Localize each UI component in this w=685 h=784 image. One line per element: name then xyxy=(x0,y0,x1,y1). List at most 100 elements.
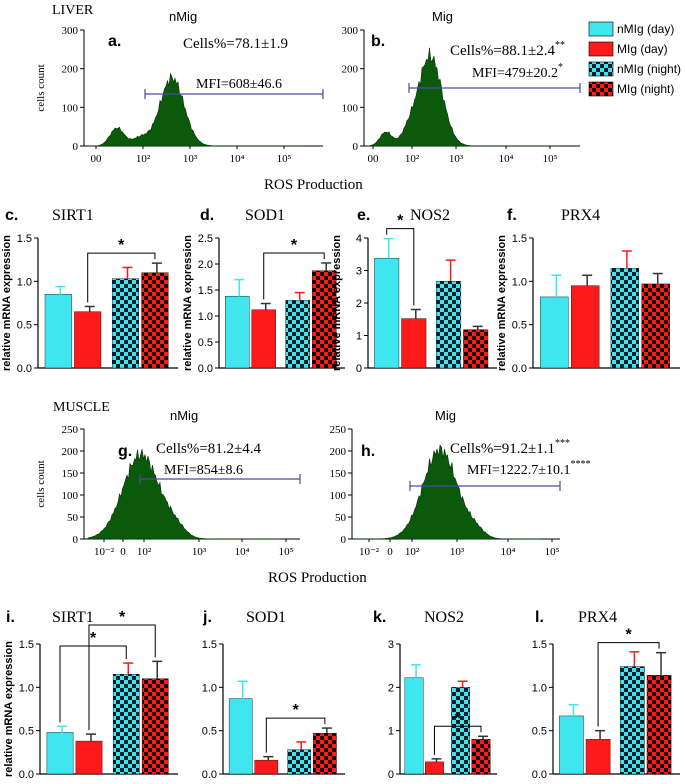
panel-label-j: j. xyxy=(202,609,212,626)
bar-j-2 xyxy=(287,749,312,775)
ylabel-e: relative mRNA expression xyxy=(331,235,343,371)
bar-f-3 xyxy=(641,283,670,369)
sig-label-k-0: * xyxy=(455,710,462,727)
ytick-label-b-1: 100 xyxy=(342,102,359,114)
ytick-label-c-3: 1.5 xyxy=(17,233,32,245)
ytick-label-e-1: 1 xyxy=(356,331,362,343)
legend-label-0: nMIg (day) xyxy=(617,22,674,36)
legend-swatch-3 xyxy=(588,81,614,97)
xtick-label-h-3: 10³ xyxy=(450,546,465,558)
xtick-label-g-4: 10⁴ xyxy=(235,546,250,558)
ylabel-a: cells count xyxy=(35,64,47,111)
ytick-label-k-2: 2 xyxy=(388,682,394,694)
ytick-label-b-2: 200 xyxy=(342,64,359,76)
xtick-label-a-4: 10⁵ xyxy=(277,153,292,165)
ytick-label-h-1: 50 xyxy=(335,512,347,524)
ytick-label-f-2: 1.0 xyxy=(512,276,527,288)
ytick-label-j-1: 0.5 xyxy=(202,726,217,738)
cells-percent-a: Cells%=78.1±1.9 xyxy=(183,36,288,52)
xtick-label-b-4: 10⁵ xyxy=(543,153,558,165)
ytick-label-k-0: 0 xyxy=(388,769,394,781)
ytick-label-c-1: 0.5 xyxy=(17,320,32,332)
sig-label-d-0: * xyxy=(291,237,298,254)
panel-label-k: k. xyxy=(373,609,386,626)
panel-label-g: g. xyxy=(118,443,132,460)
bar-f-0 xyxy=(540,296,569,369)
sig-bracket-k-0 xyxy=(433,725,482,755)
xtick-label-a-3: 10⁴ xyxy=(230,153,245,165)
panel-title-d: SOD1 xyxy=(245,207,285,224)
sig-bracket-c-0 xyxy=(87,252,156,303)
mfi-value-b: MFI=479±20.2* xyxy=(472,62,563,81)
panel-label-b: b. xyxy=(371,33,385,50)
bar-l-3 xyxy=(646,675,672,775)
ytick-label-d-0: 0.0 xyxy=(198,363,213,375)
ytick-label-e-2: 2 xyxy=(356,298,362,310)
bar-k-2 xyxy=(451,687,471,775)
panel-title-c: SIRT1 xyxy=(52,207,94,224)
panel-label-c: c. xyxy=(5,207,18,224)
bar-f-1 xyxy=(571,285,600,369)
ytick-label-k-3: 3 xyxy=(388,639,394,651)
bar-k-3 xyxy=(471,739,491,775)
mfi-value-h: MFI=1222.7±10.1**** xyxy=(467,459,590,478)
bar-k-0 xyxy=(404,677,424,775)
ylabel-d: relative mRNA expression xyxy=(182,235,194,371)
bar-d-3 xyxy=(312,270,337,369)
ytick-label-i-2: 1.0 xyxy=(19,682,34,694)
legend-label-2: nMIg (night) xyxy=(617,62,681,76)
ytick-label-e-0: 0 xyxy=(356,363,362,375)
panel-title-i: SIRT1 xyxy=(52,609,94,626)
sig-label-c-0: * xyxy=(118,237,125,254)
histogram-a: 0 100 200 300 00 10² 10³ 10⁴ 10⁵ a. nMig Cells%=78.… xyxy=(35,9,324,165)
bar-l-1 xyxy=(585,739,611,775)
bar-j-1 xyxy=(254,759,279,775)
bar-chart-i: 0.0 0.5 1.0 1.5 * * i. SIRT1 relative mRNA expre… xyxy=(3,609,178,781)
panel-title-h: Mig xyxy=(435,408,456,423)
ytick-label-f-1: 0.5 xyxy=(512,320,527,332)
ytick-label-b-3: 300 xyxy=(342,25,359,37)
bar-c-1 xyxy=(74,311,102,369)
ytick-label-d-5: 2.5 xyxy=(198,233,213,245)
ylabel-g: cells count xyxy=(35,460,47,507)
bar-k-1 xyxy=(425,761,444,775)
ytick-label-c-2: 1.0 xyxy=(17,276,32,288)
ylabel-c: relative mRNA expression xyxy=(1,235,13,371)
xtick-label-g-0: 10⁻² xyxy=(94,546,115,558)
ytick-label-g-5: 250 xyxy=(62,424,79,436)
panel-title-j: SOD1 xyxy=(246,609,286,626)
xtick-label-g-3: 10³ xyxy=(192,546,207,558)
panel-label-a: a. xyxy=(108,33,121,50)
bar-i-3 xyxy=(141,678,169,775)
xtick-label-a-2: 10³ xyxy=(183,153,198,165)
panel-title-b: Mig xyxy=(432,9,453,24)
bar-e-1 xyxy=(401,318,427,369)
ytick-label-l-1: 0.5 xyxy=(532,726,547,738)
bar-l-2 xyxy=(620,666,645,775)
ytick-label-f-0: 0.0 xyxy=(512,363,527,375)
panel-label-i: i. xyxy=(6,609,15,626)
sig-bracket-d-0 xyxy=(263,252,325,300)
bar-f-2 xyxy=(610,268,640,369)
xtick-label-h-2: 10² xyxy=(405,546,420,558)
xtick-label-b-1: 10² xyxy=(405,153,420,165)
ytick-label-c-0: 0.0 xyxy=(17,363,32,375)
sig-label-j-0: * xyxy=(292,702,299,719)
ytick-label-h-0: 0 xyxy=(341,534,347,546)
legend: nMIg (day) MIg (day) nMIg (night) MIg (nigh… xyxy=(588,21,681,97)
xtick-label-g-5: 10⁵ xyxy=(279,546,294,558)
bar-e-0 xyxy=(374,257,400,369)
panel-title-k: NOS2 xyxy=(424,609,464,626)
xtick-label-b-3: 10⁴ xyxy=(499,153,514,165)
ytick-label-g-0: 0 xyxy=(73,534,79,546)
xtick-label-b-0: 00 xyxy=(368,153,380,165)
ros-label-bottom: ROS Production xyxy=(268,570,367,586)
ytick-label-g-3: 150 xyxy=(62,468,79,480)
panel-label-h: h. xyxy=(361,443,375,460)
panel-title-e: NOS2 xyxy=(410,207,450,224)
legend-swatch-1 xyxy=(588,41,614,57)
histogram-h: 0 50 100 150 200 250 10⁻² 0 10² 10³ 10⁴ 10⁵ h. Mig Cel… xyxy=(330,408,591,558)
xtick-label-a-0: 00 xyxy=(91,153,103,165)
legend-label-1: MIg (day) xyxy=(617,42,668,56)
histogram-g: 0 50 100 150 200 250 10⁻² 0 10² 10³ 10⁴ 10⁵ g. nMig Ce… xyxy=(35,408,301,558)
